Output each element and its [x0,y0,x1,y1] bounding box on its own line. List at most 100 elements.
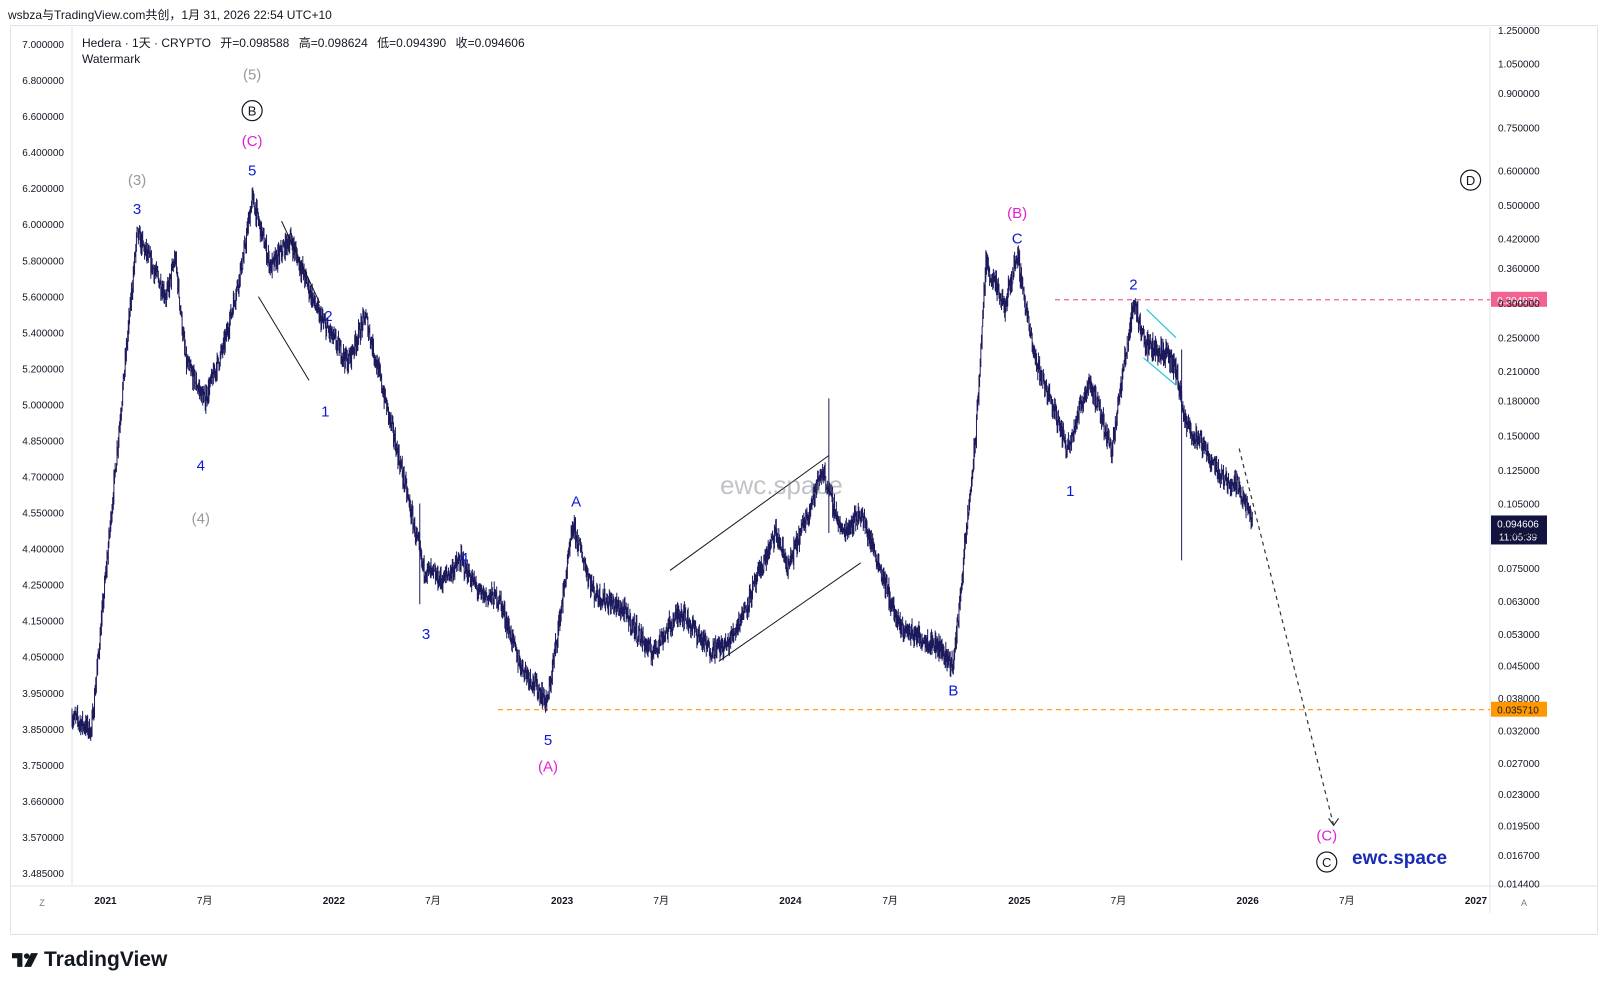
ohlc-legend: Hedera · 1天 · CRYPTO 开=0.098588 高=0.0986… [82,34,531,51]
left-axis-tick: 3.485000 [22,869,64,880]
wave-label: B [248,104,257,119]
axis-separators [10,27,1598,913]
legend-high-label: 高 [298,36,311,50]
legend-low: =0.094390 [389,36,447,50]
right-axis-tick: 0.750000 [1498,124,1540,135]
wave-label: 5 [248,162,256,179]
left-axis-tick: 5.400000 [22,328,64,339]
legend-low-label: 低 [377,36,390,50]
left-axis-tick: 4.550000 [22,509,64,520]
wave-label: 4 [460,550,468,567]
right-axis-tick: 0.038000 [1498,694,1540,705]
legend-high: =0.098624 [310,36,368,50]
left-axis-tick: 6.000000 [22,220,64,231]
auto-scale-button[interactable]: A [1521,898,1527,908]
trendline [281,220,321,304]
circled-wave-marker [1460,169,1482,191]
right-axis-tick: 0.500000 [1498,201,1540,212]
right-axis-tick: 0.023000 [1498,790,1540,801]
left-axis-tick: 4.050000 [22,653,64,664]
wave-label: C [1012,231,1023,248]
wave-label: (B) [1007,205,1027,222]
left-axis-tick: 3.660000 [22,797,64,808]
channel-line [1143,357,1177,386]
right-axis-tick: 0.105000 [1498,500,1540,511]
left-axis-tick: 3.750000 [22,761,64,772]
x-axis-tick: 7月 [1111,895,1127,907]
left-axis-tick: 4.400000 [22,545,64,556]
wave-label: (A) [538,759,558,776]
legend-open-label: 开 [220,36,233,50]
wave-label: B [948,682,958,699]
countdown-label: 11:05:39 [1499,532,1538,543]
x-axis-tick: 2022 [323,896,346,907]
right-axis-tick: 0.075000 [1498,564,1540,575]
right-axis-tick: 0.300000 [1498,299,1540,310]
legend-open: =0.098588 [232,36,290,50]
left-axis-tick: 4.250000 [22,581,64,592]
right-axis-tick: 0.250000 [1498,334,1540,345]
circled-wave-marker [1316,851,1338,873]
x-axis-tick: 2026 [1237,896,1260,907]
trendline [669,455,830,571]
left-axis-tick: 4.700000 [22,473,64,484]
left-axis-tick: 6.400000 [22,148,64,159]
wave-label: (C) [242,133,263,150]
x-axis-tick: 2023 [551,896,574,907]
tradingview-brand[interactable]: TradingView [12,948,167,972]
price-tag-bg [1491,291,1547,307]
left-axis-tick: 6.800000 [22,76,64,87]
projection-arrow [1238,448,1335,826]
right-axis-tick: 0.045000 [1498,662,1540,673]
right-axis-tick: 0.420000 [1498,235,1540,246]
wave-label: (4) [192,511,210,528]
wave-label: A [571,494,581,511]
wave-label: (C) [1316,827,1337,844]
right-axis-tick: 1.050000 [1498,59,1540,70]
trendline [257,296,310,381]
right-axis-tick: 0.019500 [1498,821,1540,832]
right-axis-tick: 0.125000 [1498,466,1540,477]
price-tag-label: 0.304870 [1497,296,1539,307]
right-axis-tick: 1.250000 [1498,26,1540,37]
channel-line [1146,308,1177,339]
x-axis-tick: 7月 [653,895,669,907]
x-axis-tick: 2021 [94,896,117,907]
chart-frame[interactable] [10,25,1598,935]
left-axis-tick: 7.000000 [22,40,64,51]
right-axis-tick: 0.360000 [1498,264,1540,275]
x-axis-tick: 2027 [1465,896,1488,907]
wave-label: 1 [321,403,329,420]
right-axis-tick: 0.016700 [1498,851,1540,862]
right-axis-tick: 0.900000 [1498,89,1540,100]
legend-close-label: 收 [455,36,468,50]
trendline [718,562,862,662]
wave-label: 3 [422,626,430,643]
left-axis-tick: 3.950000 [22,689,64,700]
left-axis-tick: 3.570000 [22,833,64,844]
right-axis-tick: 0.180000 [1498,396,1540,407]
left-axis-tick: 5.800000 [22,256,64,267]
x-axis-tick: 2025 [1008,896,1031,907]
right-axis-tick: 0.063000 [1498,597,1540,608]
candles [71,187,1253,741]
price-chart[interactable]: 0.304870 0.035710 0.094606 11:05:39 3 (3) 4 (4… [0,0,1602,945]
center-watermark: ewc.space [720,470,843,500]
site-label: ewc.space [1352,848,1448,869]
left-axis-tick: 5.200000 [22,364,64,375]
wave-label: (5) [243,67,261,84]
right-axis-tick: 0.210000 [1498,367,1540,378]
brand-name: TradingView [44,948,168,971]
wave-label: D [1466,173,1475,188]
wave-label: C [1322,855,1331,870]
wave-label: 2 [1129,277,1137,294]
circled-wave-marker [241,100,263,122]
wave-label: 2 [324,308,332,325]
right-axis-tick: 0.032000 [1498,727,1540,738]
wave-label: 3 [133,201,141,218]
last-price-label: 0.094606 [1497,519,1539,530]
x-axis-tick: 7月 [882,895,898,907]
zoom-button[interactable]: Z [39,898,45,908]
legend-close: =0.094606 [467,36,525,50]
right-axis-tick: 0.150000 [1498,431,1540,442]
